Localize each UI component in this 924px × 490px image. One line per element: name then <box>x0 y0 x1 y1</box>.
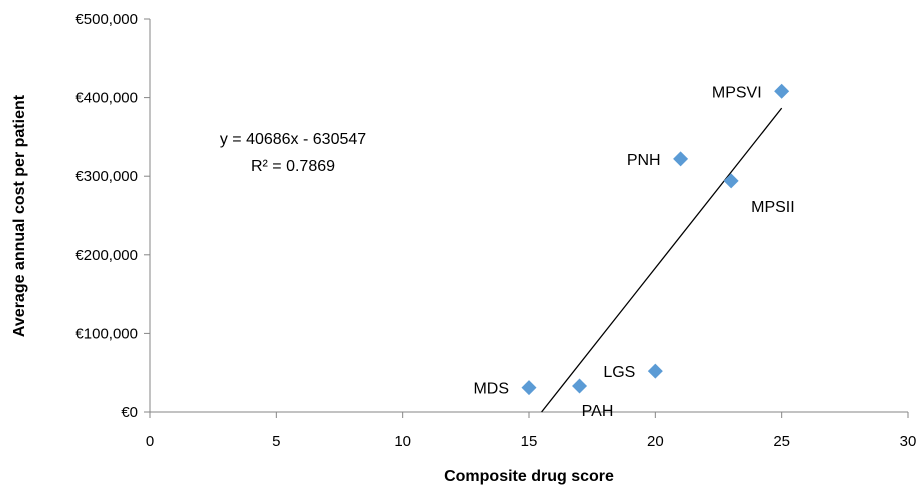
y-tick-label: €400,000 <box>75 90 138 107</box>
y-tick-label: €0 <box>121 404 138 421</box>
data-point-mpsii <box>723 173 739 189</box>
data-point-mds <box>521 380 537 396</box>
data-point-pnh <box>673 151 689 167</box>
point-label-mpsvi: MPSVI <box>712 84 762 101</box>
trendline-group <box>541 107 783 413</box>
x-tick-label: 10 <box>394 433 411 450</box>
y-tick-label: €200,000 <box>75 247 138 264</box>
data-points <box>521 83 790 396</box>
point-label-pah: PAH <box>582 403 614 420</box>
data-point-lgs <box>647 363 663 379</box>
trendline-r-squared: R² = 0.7869 <box>251 158 335 175</box>
point-label-lgs: LGS <box>603 364 635 381</box>
data-point-pah <box>572 378 588 394</box>
x-tick-label: 25 <box>773 433 790 450</box>
y-axis-title: Average annual cost per patient <box>11 94 28 337</box>
x-tick-label: 0 <box>146 433 154 450</box>
y-tick-label: €300,000 <box>75 168 138 185</box>
x-axis-title: Composite drug score <box>444 468 614 485</box>
x-tick-label: 30 <box>900 433 917 450</box>
point-label-mds: MDS <box>473 381 509 398</box>
y-tick-label: €500,000 <box>75 11 138 28</box>
data-point-mpsvi <box>774 83 790 99</box>
point-label-pnh: PNH <box>627 152 661 169</box>
x-tick-label: 15 <box>521 433 538 450</box>
x-tick-label: 20 <box>647 433 664 450</box>
point-labels: MPSVI PNH MPSII LGS MDS PAH <box>473 84 794 420</box>
x-ticks: 0 5 10 15 20 25 30 <box>146 412 917 450</box>
y-tick-label: €100,000 <box>75 325 138 342</box>
x-tick-label: 5 <box>272 433 280 450</box>
y-ticks: €0 €100,000 €200,000 €300,000 €400,000 €500,0… <box>75 11 150 421</box>
point-label-mpsii: MPSII <box>751 199 795 216</box>
trendline-equation: y = 40686x - 630547 <box>220 131 366 148</box>
trendline <box>541 107 783 413</box>
